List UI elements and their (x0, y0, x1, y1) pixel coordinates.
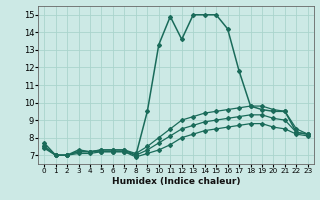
X-axis label: Humidex (Indice chaleur): Humidex (Indice chaleur) (112, 177, 240, 186)
